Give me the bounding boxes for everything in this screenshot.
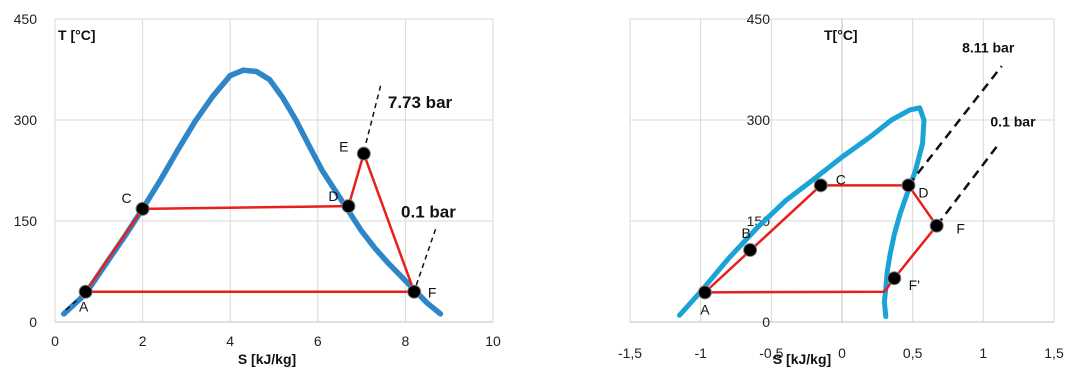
state-point-label: D [328,188,338,204]
state-point-label: F [956,221,965,237]
x-tick-label: 1,5 [1044,345,1064,361]
y-tick-label: 300 [14,112,38,128]
x-tick-label: 0,5 [903,345,923,361]
saturation-dome-line [676,105,927,320]
x-tick-label: 1 [979,345,987,361]
y-axis-title: T [°C] [58,27,95,43]
state-point-label: F' [909,277,920,293]
x-tick-label: 10 [485,333,501,349]
y-tick-label: 0 [29,314,37,330]
state-point-marker [887,271,902,286]
isobar-low-line [935,144,999,227]
x-axis-title: S [kJ/kg] [773,351,831,367]
y-tick-label: 150 [14,213,38,229]
y-tick-label: 150 [747,213,771,229]
state-point-label: E [339,139,348,155]
y-tick-label: 450 [747,11,771,27]
state-point-label: C [122,190,132,206]
chart-left: 0 2 4 6 8 10 0 150 300 450 S [kJ/kg] T [°C] A C D E F 7.7… [14,11,501,367]
isobar-pressure-label: 0.1 bar [990,114,1036,130]
state-point-marker [929,218,944,233]
state-point-marker [901,178,916,193]
x-tick-label: -0,5 [759,345,783,361]
y-tick-label: 300 [747,112,771,128]
state-point-marker [407,284,422,299]
state-point-label: A [700,301,710,317]
isobar-low-line [65,297,80,311]
x-tick-label: 0 [838,345,846,361]
y-tick-label: 450 [14,11,38,27]
x-tick-label: 0 [51,333,59,349]
x-tick-label: -1 [694,345,707,361]
x-tick-label: -1,5 [618,345,642,361]
state-point-marker [341,199,356,214]
isobar-pressure-label: 8.11 bar [962,40,1015,56]
state-point-marker [356,146,371,161]
isobar-high-line [907,65,1003,187]
isobar-low-line [415,227,437,286]
x-tick-label: 2 [139,333,147,349]
state-point-marker [813,178,828,193]
cycle-line [84,152,416,293]
state-point-marker [697,285,712,300]
state-point-label: B [741,225,750,241]
state-point-label: F [428,285,437,301]
y-axis-title: T[°C] [824,27,858,43]
saturation-dome-line [61,67,444,317]
x-tick-label: 4 [226,333,234,349]
state-point-label: A [79,299,89,315]
state-point-marker [743,242,758,257]
y-tick-label: 0 [762,314,770,330]
x-axis-title: S [kJ/kg] [238,351,296,367]
state-point-marker [135,201,150,216]
x-tick-label: 6 [314,333,322,349]
state-point-marker [78,284,93,299]
x-tick-label: 8 [402,333,410,349]
isobar-pressure-label: 0.1 bar [401,203,456,222]
state-point-label: D [918,184,928,200]
chart-right: -1,5 -1 -0,5 0 0,5 1 1,5 0 150 300 450 S [kJ/kg] T[°… [618,11,1064,367]
state-point-label: C [836,171,846,187]
isobar-pressure-label: 7.73 bar [388,93,453,112]
